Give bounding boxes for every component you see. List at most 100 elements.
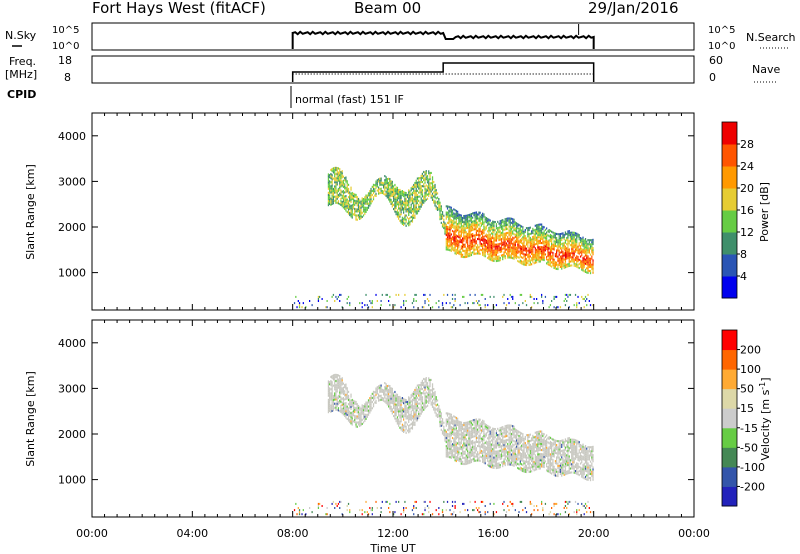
velocity-cell (449, 425, 451, 428)
velocity-cell (327, 405, 330, 408)
velocity-cell (331, 381, 333, 384)
power-cell (406, 208, 409, 211)
power-cell (541, 225, 543, 228)
power-cell (450, 212, 452, 215)
power-cell (413, 214, 415, 217)
power-cell (428, 180, 430, 183)
power-cell (547, 250, 549, 253)
power-cell (400, 207, 402, 210)
velocity-cell (336, 378, 338, 381)
velocity-cell (444, 431, 446, 434)
velocity-cell (424, 386, 426, 389)
velocity-cell (346, 387, 348, 390)
power-cell (502, 295, 504, 298)
power-cell (586, 298, 588, 300)
power-cell (504, 218, 506, 221)
velocity-cell (497, 434, 499, 437)
velocity-cell (390, 399, 392, 402)
power-cell (443, 214, 445, 217)
power-cell (567, 236, 569, 239)
power-cell (379, 183, 381, 186)
power-cell (462, 216, 464, 219)
power-cell (493, 229, 495, 232)
power-cell (514, 221, 516, 224)
power-cell (390, 188, 392, 191)
velocity-cell (404, 404, 406, 407)
velocity-cell (403, 408, 405, 411)
power-cell (558, 239, 560, 242)
velocity-cell (448, 425, 450, 428)
power-cell (515, 228, 518, 231)
power-cell (354, 201, 356, 204)
power-cell (477, 246, 479, 249)
power-cell (405, 224, 407, 227)
velocity-cell (507, 424, 509, 427)
velocity-cell (490, 447, 493, 450)
power-cell (431, 186, 434, 189)
y-tick-label: 3000 (58, 175, 86, 188)
power-cell (519, 224, 521, 227)
velocity-cell (482, 438, 484, 441)
velocity-cell (479, 422, 481, 425)
power-cell (340, 191, 342, 194)
power-cell (411, 202, 414, 205)
power-cell (492, 255, 494, 258)
velocity-cell (474, 420, 476, 423)
power-cell (508, 229, 510, 232)
power-cell (538, 225, 540, 228)
velocity-cell (414, 407, 416, 410)
velocity-cell (332, 374, 335, 377)
power-cell (592, 267, 594, 270)
velocity-cell (463, 432, 465, 435)
power-cell (534, 253, 536, 256)
power-cell (454, 250, 456, 253)
velocity-cell (468, 427, 470, 430)
velocity-cell (464, 434, 466, 437)
power-cell (513, 224, 515, 227)
velocity-cell (470, 430, 473, 433)
power-cell (441, 225, 444, 228)
velocity-cell (509, 432, 511, 435)
power-cell (558, 251, 560, 254)
power-cell (548, 243, 550, 246)
velocity-cell (408, 418, 410, 421)
power-cell (357, 200, 360, 203)
power-cell (541, 233, 543, 236)
power-cell (584, 268, 587, 271)
velocity-cell (467, 429, 469, 432)
velocity-cell (460, 454, 462, 457)
power-cell (483, 240, 485, 243)
power-cell (498, 255, 500, 258)
velocity-cell (457, 421, 459, 424)
power-cell (453, 218, 455, 221)
velocity-cell (484, 462, 486, 465)
velocity-cell (410, 414, 412, 417)
velocity-cell (448, 433, 450, 436)
velocity-cell (445, 455, 447, 458)
velocity-cell (429, 395, 431, 398)
velocity-cell (405, 413, 407, 416)
velocity-cell (340, 398, 342, 401)
power-cell (446, 232, 449, 235)
power-cell (493, 253, 495, 256)
velocity-cell (474, 435, 476, 438)
power-cell (345, 190, 347, 193)
velocity-cell (489, 455, 491, 458)
power-cell (566, 232, 568, 235)
power-cell (390, 180, 392, 183)
power-cell (330, 197, 332, 200)
velocity-cell (465, 423, 467, 426)
power-cell (548, 255, 550, 258)
velocity-cell (398, 398, 400, 401)
power-cell (524, 257, 526, 260)
velocity-cell (415, 399, 417, 402)
power-cell (411, 193, 414, 196)
date-title: 29/Jan/2016 (588, 0, 679, 17)
power-cell (329, 200, 331, 203)
power-cell (504, 236, 506, 239)
velocity-cell (385, 383, 387, 386)
power-cell (390, 202, 392, 205)
velocity-cell (448, 429, 450, 432)
velocity-cell (374, 401, 376, 404)
power-cell (547, 259, 549, 262)
